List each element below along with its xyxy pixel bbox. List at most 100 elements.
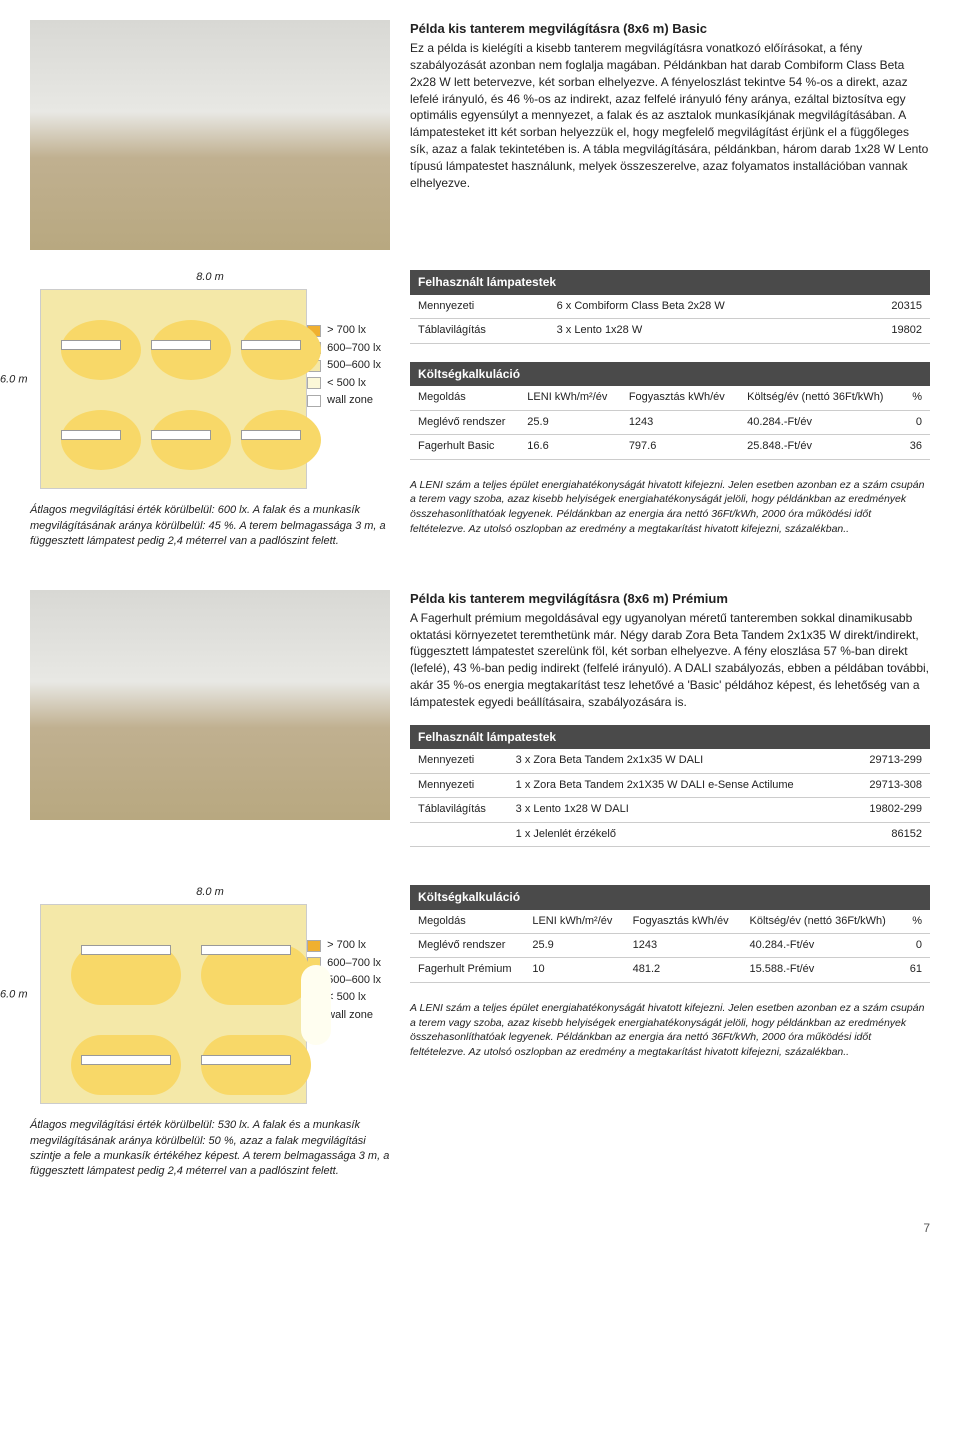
legend-label: 500–600 lx: [327, 973, 381, 988]
legend-item: wall zone: [307, 393, 390, 408]
fixture-code: 20315: [853, 295, 930, 319]
legend-item: > 700 lx: [307, 938, 390, 953]
basic-diagram-wrap: 8.0 m 6.0 m: [30, 270, 390, 489]
fixture-desc: 3 x Lento 1x28 W DALI: [508, 798, 850, 822]
cell: 40.284.-Ft/év: [739, 410, 900, 434]
premium-fixtures-head: Felhasznált lámpatestek: [410, 725, 930, 750]
cell: 1243: [621, 410, 739, 434]
col-head: Költség/év (nettó 36Ft/kWh): [741, 910, 900, 934]
cell: 0: [900, 410, 930, 434]
fixture-code: 29713-308: [850, 773, 930, 797]
legend-label: > 700 lx: [327, 938, 366, 953]
fixture-code: 29713-299: [850, 749, 930, 773]
fixture-type: Mennyezeti: [410, 773, 508, 797]
fixture-desc: 1 x Zora Beta Tandem 2x1X35 W DALI e-Sen…: [508, 773, 850, 797]
section-basic: Példa kis tanterem megvilágításra (8x6 m…: [30, 20, 930, 550]
basic-fixtures-head: Felhasznált lámpatestek: [410, 270, 930, 295]
lamp-icon: [81, 1055, 171, 1065]
legend-item: 500–600 lx: [307, 358, 390, 373]
col-head: Fogyasztás kWh/év: [625, 910, 742, 934]
premium-text: Példa kis tanterem megvilágításra (8x6 m…: [410, 590, 930, 865]
col-head: %: [900, 910, 930, 934]
legend-label: < 500 lx: [327, 376, 366, 391]
cell: 40.284.-Ft/év: [741, 934, 900, 958]
premium-fixtures-table: Mennyezeti 3 x Zora Beta Tandem 2x1x35 W…: [410, 749, 930, 847]
table-row: Megoldás LENI kWh/m²/év Fogyasztás kWh/é…: [410, 386, 930, 410]
lamp-icon: [61, 340, 121, 350]
fixture-desc: 6 x Combiform Class Beta 2x28 W: [549, 295, 853, 319]
table-row: Mennyezeti 1 x Zora Beta Tandem 2x1X35 W…: [410, 773, 930, 797]
lamp-icon: [241, 340, 301, 350]
legend-label: wall zone: [327, 1008, 373, 1023]
section-premium: Példa kis tanterem megvilágításra (8x6 m…: [30, 590, 930, 1180]
cell: 1243: [625, 934, 742, 958]
cell: 16.6: [519, 435, 621, 459]
basic-text: Példa kis tanterem megvilágításra (8x6 m…: [410, 20, 930, 250]
legend-label: 500–600 lx: [327, 358, 381, 373]
cell: Meglévő rendszer: [410, 934, 524, 958]
table-row: Meglévő rendszer 25.9 1243 40.284.-Ft/év…: [410, 934, 930, 958]
cell: 61: [900, 958, 930, 982]
basic-diagram-col: 8.0 m 6.0 m: [30, 270, 390, 550]
table-row: Táblavilágítás 3 x Lento 1x28 W DALI 198…: [410, 798, 930, 822]
lamp-icon: [151, 430, 211, 440]
col-head: Költség/év (nettó 36Ft/kWh): [739, 386, 900, 410]
cell: 15.588.-Ft/év: [741, 958, 900, 982]
legend-label: 600–700 lx: [327, 341, 381, 356]
legend-label: < 500 lx: [327, 990, 366, 1005]
basic-diagram-row: 8.0 m 6.0 m: [30, 270, 930, 550]
cell: 797.6: [621, 435, 739, 459]
col-head: Megoldás: [410, 910, 524, 934]
table-row: Mennyezeti 3 x Zora Beta Tandem 2x1x35 W…: [410, 749, 930, 773]
fixture-type: [410, 822, 508, 846]
premium-caption: Átlagos megvilágítási érték körülbelül: …: [30, 1118, 390, 1180]
cell: 481.2: [625, 958, 742, 982]
basic-photo: [30, 20, 390, 250]
cell: Meglévő rendszer: [410, 410, 519, 434]
premium-footnote: A LENI szám a teljes épület energiahaték…: [410, 1001, 930, 1060]
fixture-desc: 1 x Jelenlét érzékelő: [508, 822, 850, 846]
fixture-type: Mennyezeti: [410, 295, 549, 319]
col-head: Megoldás: [410, 386, 519, 410]
table-row: Meglévő rendszer 25.9 1243 40.284.-Ft/év…: [410, 410, 930, 434]
table-row: Megoldás LENI kWh/m²/év Fogyasztás kWh/é…: [410, 910, 930, 934]
legend-label: > 700 lx: [327, 323, 366, 338]
cell: 0: [900, 934, 930, 958]
premium-diagram-row: 8.0 m 6.0 m > 700 lx: [30, 885, 930, 1180]
lamp-icon: [241, 430, 301, 440]
basic-cost-head: Költségkalkuláció: [410, 362, 930, 387]
fixture-code: 19802-299: [850, 798, 930, 822]
premium-cost-table: Megoldás LENI kWh/m²/év Fogyasztás kWh/é…: [410, 910, 930, 983]
fixture-desc: 3 x Lento 1x28 W: [549, 319, 853, 343]
basic-cost-table: Megoldás LENI kWh/m²/év Fogyasztás kWh/é…: [410, 386, 930, 459]
premium-dim-w: 8.0 m: [30, 885, 390, 900]
premium-cost-head: Költségkalkuláció: [410, 885, 930, 910]
legend-swatch: [307, 377, 321, 389]
cell: 25.9: [524, 934, 624, 958]
premium-top-row: Példa kis tanterem megvilágításra (8x6 m…: [30, 590, 930, 865]
fixture-desc: 3 x Zora Beta Tandem 2x1x35 W DALI: [508, 749, 850, 773]
basic-body: Ez a példa is kielégíti a kisebb tantere…: [410, 40, 930, 191]
legend-swatch: [307, 395, 321, 407]
col-head: Fogyasztás kWh/év: [621, 386, 739, 410]
basic-caption: Átlagos megvilágítási érték körülbelül: …: [30, 503, 390, 549]
fixture-code: 19802: [853, 319, 930, 343]
col-head: %: [900, 386, 930, 410]
cell: Fagerhult Basic: [410, 435, 519, 459]
table-row: Fagerhult Prémium 10 481.2 15.588.-Ft/év…: [410, 958, 930, 982]
table-row: Mennyezeti 6 x Combiform Class Beta 2x28…: [410, 295, 930, 319]
cell: 25.848.-Ft/év: [739, 435, 900, 459]
legend-label: 600–700 lx: [327, 956, 381, 971]
col-head: LENI kWh/m²/év: [519, 386, 621, 410]
cell: 25.9: [519, 410, 621, 434]
lamp-icon: [201, 945, 291, 955]
lamp-icon: [151, 340, 211, 350]
lamp-icon: [61, 430, 121, 440]
premium-tables: Költségkalkuláció Megoldás LENI kWh/m²/é…: [410, 885, 930, 1060]
premium-diagram-wrap: 8.0 m 6.0 m > 700 lx: [30, 885, 390, 1104]
premium-title: Példa kis tanterem megvilágításra (8x6 m…: [410, 590, 930, 608]
basic-dim-w: 8.0 m: [30, 270, 390, 285]
premium-body: A Fagerhult prémium megoldásával egy ugy…: [410, 610, 930, 711]
fixture-type: Táblavilágítás: [410, 798, 508, 822]
premium-diagram-col: 8.0 m 6.0 m > 700 lx: [30, 885, 390, 1180]
